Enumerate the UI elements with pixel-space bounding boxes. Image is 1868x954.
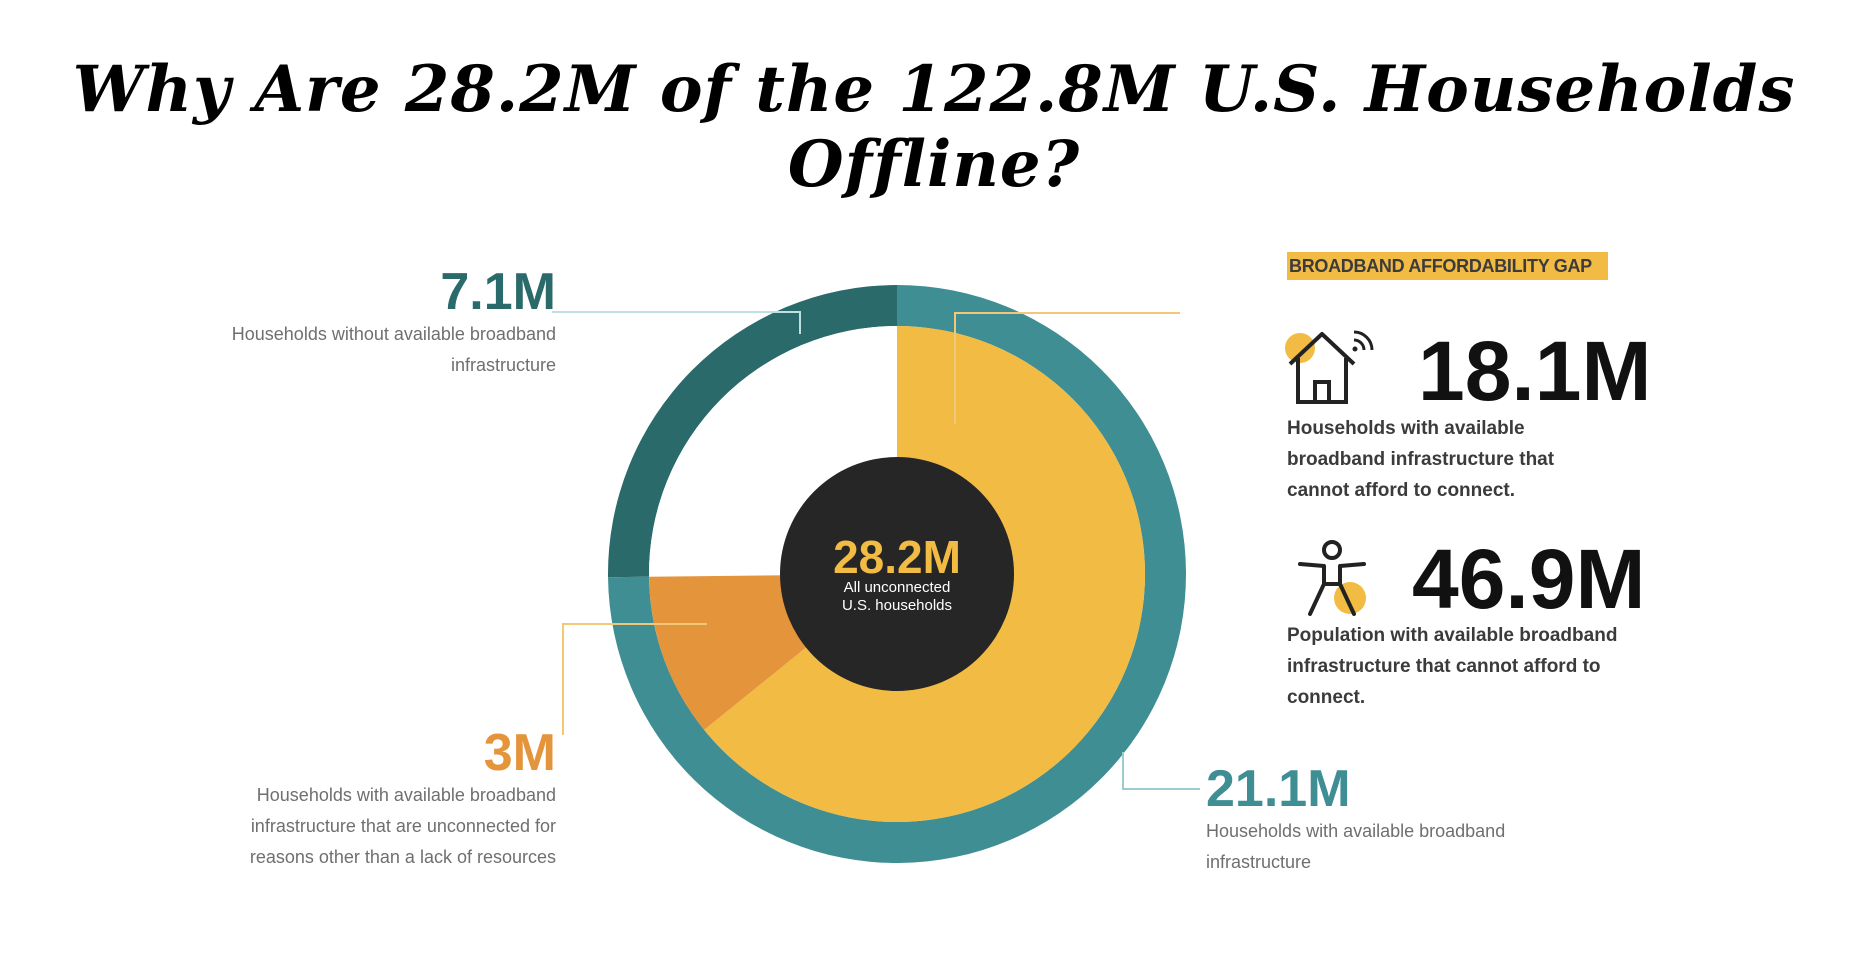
label-21-1m: 21.1M Households with available broadban…	[1206, 762, 1626, 878]
desc-7-1m-line1: Households without available broadband	[231, 324, 556, 344]
stat-46-9m-line3: connect.	[1287, 687, 1366, 708]
affordability-gap-badge: BROADBAND AFFORDABILITY GAP	[1287, 252, 1608, 280]
value-21-1m: 21.1M	[1206, 760, 1351, 818]
desc-21-1m-line2: infrastructure	[1206, 852, 1312, 872]
stat-18-1m-line2: broadband infrastructure that	[1287, 449, 1555, 470]
house-wifi-icon	[1285, 330, 1374, 404]
label-7-1m: 7.1M Households without available broadb…	[150, 265, 556, 381]
leader-line-18-1m	[954, 312, 1180, 424]
person-icon	[1298, 540, 1366, 616]
label-3m: 3M Households with available broadband i…	[150, 726, 556, 873]
outer-ring-7-1m	[608, 285, 897, 578]
value-7-1m: 7.1M	[440, 263, 556, 321]
stat-46-9m-value: 46.9M	[1412, 532, 1646, 626]
desc-7-1m-line2: infrastructure	[450, 355, 556, 375]
stat-18-1m-line3: cannot afford to connect.	[1287, 480, 1515, 501]
stat-18-1m-line1: Households with available	[1287, 418, 1525, 439]
value-3m: 3M	[483, 724, 556, 782]
leader-line-21-1m	[1122, 752, 1200, 790]
desc-21-1m-line1: Households with available broadband	[1206, 821, 1506, 841]
desc-3m-line1: Households with available broadband	[256, 785, 556, 805]
leader-line-3m	[562, 623, 707, 735]
desc-3m-line3: reasons other than a lack of resources	[249, 847, 556, 867]
stat-46-9m-desc: Population with available broadband infr…	[1287, 620, 1747, 713]
stat-46-9m-line2: infrastructure that cannot afford to	[1287, 656, 1601, 677]
center-caption-line1: All unconnected	[844, 579, 951, 596]
desc-3m-line2: infrastructure that are unconnected for	[250, 816, 556, 836]
stat-18-1m-value: 18.1M	[1418, 324, 1652, 418]
page-title: Why Are 28.2M of the 122.8M U.S. Househo…	[72, 52, 1796, 202]
stat-46-9m-line1: Population with available broadband	[1287, 625, 1618, 646]
stat-18-1m-desc: Households with available broadband infr…	[1287, 413, 1727, 506]
donut-center	[780, 457, 1014, 691]
center-value: 28.2M	[833, 531, 961, 583]
leader-line-7-1m	[552, 311, 801, 334]
center-caption-line2: U.S. households	[842, 597, 952, 614]
